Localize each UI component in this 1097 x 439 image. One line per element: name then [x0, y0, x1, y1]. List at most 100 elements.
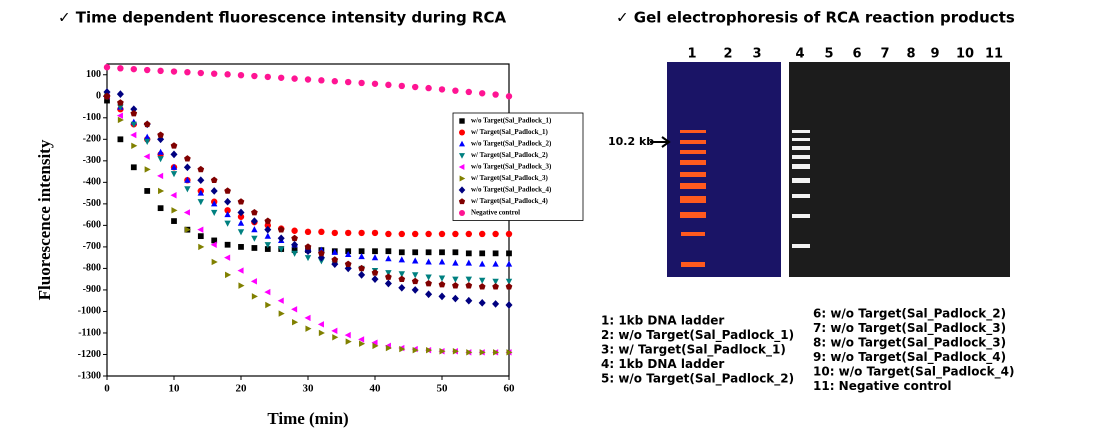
marker	[452, 230, 459, 238]
marker	[359, 340, 366, 347]
marker	[264, 232, 271, 239]
marker	[264, 225, 272, 234]
marker	[358, 271, 366, 279]
marker	[438, 292, 446, 301]
marker	[237, 208, 245, 217]
marker	[459, 153, 465, 159]
marker	[238, 282, 245, 289]
marker	[183, 163, 191, 172]
marker-label: 10.2 kb	[608, 135, 654, 148]
marker	[505, 278, 513, 285]
marker	[211, 258, 218, 266]
marker	[251, 245, 258, 251]
y-tick-label: -800	[83, 263, 101, 274]
marker	[505, 283, 513, 290]
marker	[479, 349, 486, 356]
marker	[438, 230, 446, 238]
marker	[398, 271, 405, 278]
marker	[144, 138, 151, 145]
marker	[250, 278, 257, 285]
marker	[398, 82, 405, 90]
marker	[144, 166, 151, 173]
gel-legend-item: 5: w/o Target(Sal_Padlock_2)	[601, 372, 794, 387]
marker	[492, 91, 499, 98]
marker	[425, 274, 432, 281]
marker	[331, 248, 338, 255]
marker	[506, 349, 513, 356]
marker	[372, 248, 378, 255]
marker	[116, 112, 123, 119]
marker	[211, 200, 218, 207]
marker	[304, 255, 312, 262]
x-tick-label: 10	[169, 383, 181, 395]
marker	[478, 283, 486, 290]
lane-label: 6	[852, 47, 861, 62]
marker	[237, 213, 245, 220]
marker	[332, 334, 339, 341]
marker	[117, 136, 124, 143]
marker	[317, 321, 324, 328]
marker	[398, 275, 406, 283]
y-tick-label: -100	[83, 112, 101, 123]
gel-legend-item: 9: w/o Target(Sal_Padlock_4)	[813, 350, 1006, 365]
marker	[331, 78, 338, 85]
x-tick-label: 20	[236, 383, 248, 395]
marker	[224, 254, 231, 261]
marker	[331, 256, 339, 263]
marker	[492, 250, 499, 257]
marker	[344, 331, 351, 339]
marker	[493, 349, 500, 356]
marker	[505, 260, 513, 267]
marker	[465, 276, 472, 283]
marker	[211, 70, 218, 77]
marker	[425, 249, 432, 256]
marker	[438, 275, 446, 282]
marker	[465, 250, 472, 257]
marker	[458, 164, 465, 170]
lane-label: 1	[687, 47, 696, 62]
marker	[492, 260, 499, 267]
marker	[385, 344, 392, 352]
marker	[465, 230, 472, 238]
y-tick-label: -400	[83, 177, 101, 188]
marker	[224, 220, 231, 227]
marker	[237, 219, 245, 226]
marker	[264, 217, 272, 224]
y-tick-label: -200	[83, 134, 101, 145]
marker	[479, 230, 486, 238]
marker	[277, 226, 285, 233]
marker	[371, 254, 379, 261]
marker	[264, 73, 271, 81]
marker	[345, 250, 352, 257]
marker	[170, 171, 178, 178]
marker	[425, 290, 433, 299]
x-tick-label: 0	[104, 383, 110, 395]
marker	[184, 155, 191, 162]
marker	[144, 188, 151, 194]
marker	[492, 300, 500, 308]
x-tick-label: 50	[437, 383, 449, 395]
marker	[492, 283, 499, 290]
marker	[371, 275, 379, 284]
y-tick-label: -900	[83, 284, 101, 295]
y-axis-label: Fluorescence intensity	[35, 139, 54, 300]
marker	[318, 228, 325, 236]
marker	[143, 120, 151, 128]
x-tick-label: 40	[370, 383, 382, 395]
marker	[184, 186, 191, 193]
y-tick-label: -1300	[78, 370, 101, 381]
marker	[304, 243, 312, 250]
marker	[197, 69, 204, 77]
y-tick-label: -1200	[78, 349, 101, 360]
legend-label: w/ Target(Sal_Padlock_3)	[471, 174, 548, 182]
series	[103, 92, 513, 290]
y-tick-label: -300	[83, 155, 101, 166]
marker	[425, 84, 432, 92]
marker	[452, 87, 459, 94]
marker	[479, 277, 486, 284]
marker	[103, 88, 111, 96]
legend-label: w/o Target(Sal_Padlock_1)	[471, 117, 552, 125]
legend-label: w/o Target(Sal_Padlock_2)	[471, 140, 552, 148]
